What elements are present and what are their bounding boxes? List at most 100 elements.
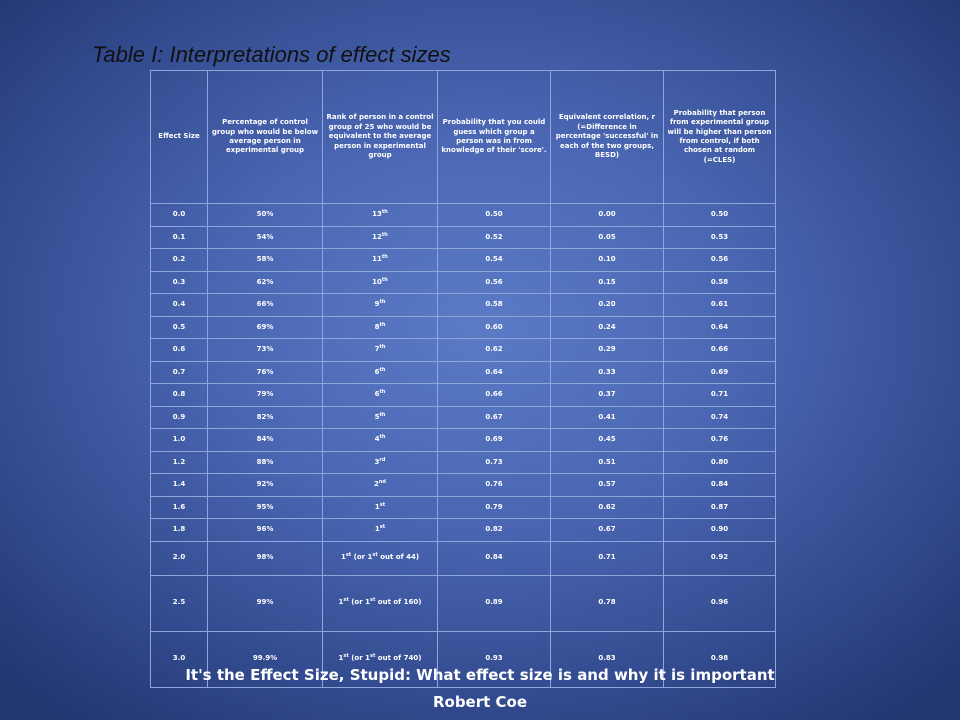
cell-effect-size: 1.8 — [150, 518, 208, 542]
header-rank: Rank of person in a control group of 25 … — [322, 70, 438, 204]
cell-correlation: 0.37 — [550, 383, 664, 407]
cell-correlation: 0.83 — [550, 630, 664, 688]
cell-probability: 0.64 — [437, 360, 551, 384]
header-percentage-below: Percentage of control group who would be… — [207, 70, 323, 204]
table-row: 1.8 96% 1st 0.82 0.67 0.90 — [150, 518, 776, 542]
rank-ordinal-suffix: th — [379, 299, 386, 306]
rank-text: 1 — [340, 553, 346, 562]
cell-probability: 0.58 — [437, 293, 551, 317]
cell-cles: 0.96 — [663, 574, 776, 632]
cell-cles: 0.50 — [663, 203, 776, 227]
cell-rank: 6th — [322, 383, 438, 407]
cell-percentage: 96% — [207, 518, 323, 542]
cell-cles: 0.98 — [663, 630, 776, 688]
cell-probability: 0.73 — [437, 450, 551, 474]
rank-text: 8 — [374, 322, 380, 331]
rank-text: 1 — [374, 525, 380, 534]
cell-probability: 0.62 — [437, 338, 551, 362]
cell-percentage: 62% — [207, 270, 323, 294]
cell-correlation: 0.15 — [550, 270, 664, 294]
cell-rank: 13th — [322, 203, 438, 227]
rank-ordinal-suffix: th — [379, 389, 386, 396]
table-row: 0.5 69% 8th 0.60 0.24 0.64 — [150, 315, 776, 339]
footer-author: Robert Coe — [432, 693, 528, 711]
rank-text: (or 1 — [348, 598, 370, 607]
cell-effect-size: 0.2 — [150, 248, 208, 272]
table-row: 1.4 92% 2nd 0.76 0.57 0.84 — [150, 473, 776, 497]
rank-ordinal-suffix: st — [343, 597, 349, 604]
rank-ordinal-suffix: th — [379, 344, 386, 351]
cell-cles: 0.66 — [663, 338, 776, 362]
cell-effect-size: 1.0 — [150, 428, 208, 452]
cell-rank: 1st — [322, 518, 438, 542]
rank-text: out of 740) — [375, 654, 422, 663]
cell-effect-size: 0.5 — [150, 315, 208, 339]
rank-ordinal-suffix: th — [379, 434, 386, 441]
cell-percentage: 58% — [207, 248, 323, 272]
rank-text: (or 1 — [351, 553, 373, 562]
rank-ordinal-suffix: st — [379, 524, 386, 531]
cell-probability: 0.69 — [437, 428, 551, 452]
rank-text: out of 44) — [377, 553, 420, 562]
cell-correlation: 0.51 — [550, 450, 664, 474]
cell-cles: 0.61 — [663, 293, 776, 317]
cell-rank: 2nd — [322, 473, 438, 497]
cell-effect-size: 0.9 — [150, 405, 208, 429]
cell-cles: 0.92 — [663, 540, 776, 576]
cell-rank: 4th — [322, 428, 438, 452]
cell-cles: 0.53 — [663, 225, 776, 249]
cell-correlation: 0.10 — [550, 248, 664, 272]
cell-effect-size: 0.6 — [150, 338, 208, 362]
table-row: 0.1 54% 12th 0.52 0.05 0.53 — [150, 225, 776, 249]
cell-rank: 5th — [322, 405, 438, 429]
rank-text: 6 — [374, 390, 380, 399]
cell-correlation: 0.24 — [550, 315, 664, 339]
cell-effect-size: 1.2 — [150, 450, 208, 474]
table-row: 0.7 76% 6th 0.64 0.33 0.69 — [150, 360, 776, 384]
cell-percentage: 98% — [207, 540, 323, 576]
table-row: 0.4 66% 9th 0.58 0.20 0.61 — [150, 293, 776, 317]
table-row: 3.0 99.9% 1st (or 1st out of 740) 0.93 0.83 0… — [150, 630, 776, 688]
cell-percentage: 66% — [207, 293, 323, 317]
cell-percentage: 79% — [207, 383, 323, 407]
cell-probability: 0.60 — [437, 315, 551, 339]
table-row: 0.6 73% 7th 0.62 0.29 0.66 — [150, 338, 776, 362]
cell-probability: 0.76 — [437, 473, 551, 497]
cell-cles: 0.90 — [663, 518, 776, 542]
cell-rank: 7th — [322, 338, 438, 362]
table-row: 0.3 62% 10th 0.56 0.15 0.58 — [150, 270, 776, 294]
cell-effect-size: 0.8 — [150, 383, 208, 407]
cell-rank: 11th — [322, 248, 438, 272]
cell-correlation: 0.71 — [550, 540, 664, 576]
footer-title: It's the Effect Size, Stupid: What effec… — [185, 666, 775, 684]
cell-correlation: 0.78 — [550, 574, 664, 632]
cell-rank: 6th — [322, 360, 438, 384]
rank-ordinal-suffix: th — [379, 321, 386, 328]
cell-percentage: 95% — [207, 495, 323, 519]
cell-correlation: 0.45 — [550, 428, 664, 452]
rank-ordinal-suffix: th — [381, 209, 388, 216]
cell-rank: 1st (or 1st out of 160) — [322, 574, 438, 632]
rank-ordinal-suffix: rd — [379, 456, 386, 463]
cell-rank: 1st (or 1st out of 740) — [322, 630, 438, 688]
rank-text: 3 — [374, 457, 380, 466]
cell-percentage: 84% — [207, 428, 323, 452]
cell-rank: 3rd — [322, 450, 438, 474]
rank-text: out of 160) — [375, 598, 422, 607]
cell-probability: 0.52 — [437, 225, 551, 249]
cell-correlation: 0.00 — [550, 203, 664, 227]
header-cles: Probability that person from experimenta… — [663, 70, 776, 204]
cell-rank: 10th — [322, 270, 438, 294]
rank-ordinal-suffix: th — [381, 231, 388, 238]
rank-text: 5 — [374, 412, 380, 421]
cell-correlation: 0.41 — [550, 405, 664, 429]
table-row: 0.0 50% 13th 0.50 0.00 0.50 — [150, 203, 776, 227]
table-row: 0.9 82% 5th 0.67 0.41 0.74 — [150, 405, 776, 429]
cell-percentage: 50% — [207, 203, 323, 227]
cell-correlation: 0.67 — [550, 518, 664, 542]
rank-ordinal-suffix: st — [369, 653, 376, 660]
cell-cles: 0.69 — [663, 360, 776, 384]
cell-probability: 0.93 — [437, 630, 551, 688]
rank-ordinal-suffix: st — [345, 552, 352, 559]
table-row: 1.6 95% 1st 0.79 0.62 0.87 — [150, 495, 776, 519]
